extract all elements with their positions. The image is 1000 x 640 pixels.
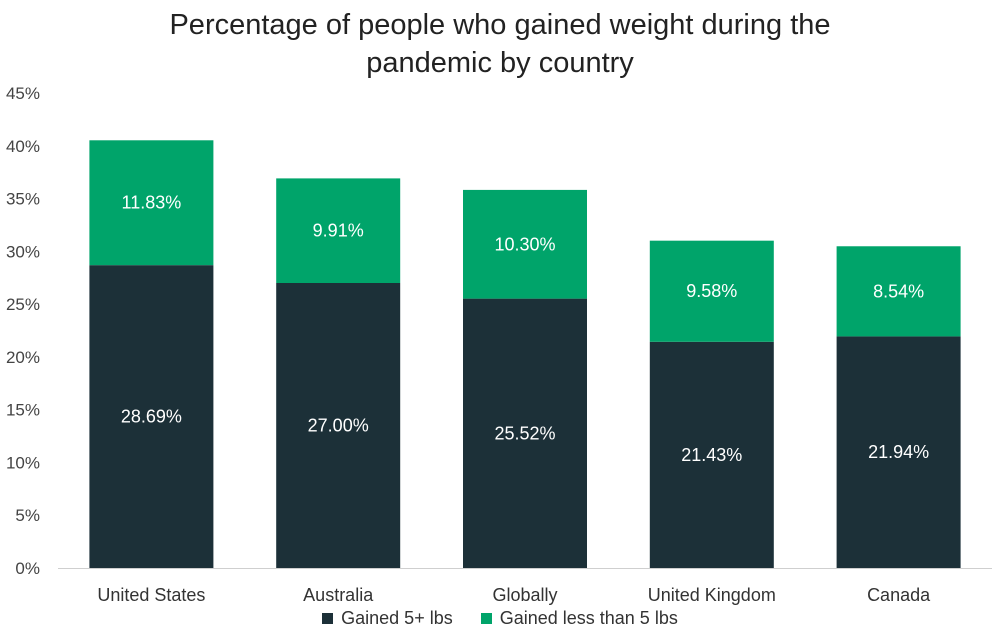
legend-swatch-series-1 [322, 613, 334, 624]
legend: Gained 5+ lbs Gained less than 5 lbs [0, 608, 1000, 629]
category-label: Australia [303, 585, 374, 605]
data-label: 25.52% [494, 423, 555, 443]
y-tick-label: 30% [6, 242, 40, 261]
bar-segment [276, 178, 401, 283]
bar-segment [836, 336, 961, 568]
chart-title: Percentage of people who gained weight d… [0, 6, 1000, 82]
y-tick-label: 25% [6, 295, 40, 314]
bar-segment [463, 189, 587, 299]
data-label: 21.94% [868, 442, 929, 462]
bar-segment [276, 283, 401, 568]
bar-segment [649, 240, 774, 342]
data-label: 28.69% [121, 407, 182, 427]
data-label: 9.58% [686, 281, 737, 301]
data-label: 9.91% [313, 221, 364, 241]
legend-swatch-series-2 [480, 613, 492, 624]
bar-segment [89, 140, 214, 266]
category-label: Canada [867, 585, 931, 605]
y-tick-label: 15% [6, 401, 40, 420]
y-tick-label: 20% [6, 348, 40, 367]
legend-label-series-1: Gained 5+ lbs [341, 608, 453, 628]
bar-segment [836, 246, 961, 337]
chart-title-line-1: Percentage of people who gained weight d… [169, 9, 831, 41]
chart-title-line-2: pandemic by country [366, 47, 634, 79]
y-tick-label: 10% [6, 453, 40, 472]
category-label: United Kingdom [648, 585, 776, 605]
category-label: United States [97, 585, 205, 605]
y-tick-label: 40% [6, 137, 40, 156]
legend-item-series-2: Gained less than 5 lbs [480, 608, 678, 629]
bar-segment [649, 341, 774, 568]
data-label: 27.00% [308, 416, 369, 436]
data-label: 21.43% [681, 445, 742, 465]
y-tick-label: 5% [15, 506, 40, 525]
data-label: 8.54% [873, 281, 924, 301]
bar-segment [89, 265, 214, 568]
data-label: 11.83% [122, 193, 182, 213]
category-label: Globally [492, 585, 557, 605]
bar-segment [463, 298, 587, 568]
legend-item-series-1: Gained 5+ lbs [322, 608, 453, 629]
legend-label-series-2: Gained less than 5 lbs [499, 608, 678, 628]
y-tick-label: 35% [6, 190, 40, 209]
data-label: 10.30% [494, 234, 555, 254]
y-tick-label: 0% [15, 559, 40, 578]
y-tick-label: 45% [6, 84, 40, 103]
